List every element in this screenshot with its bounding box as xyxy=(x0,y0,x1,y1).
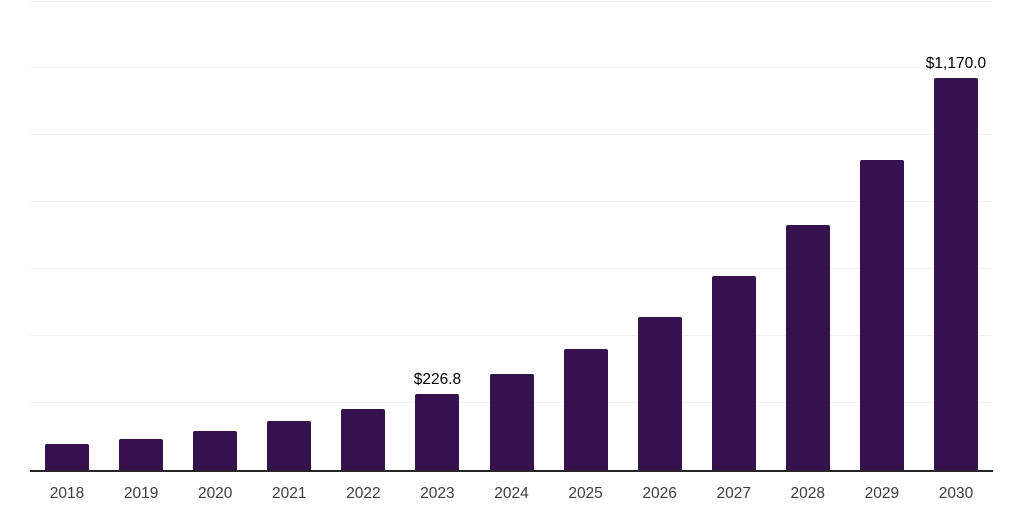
x-tick-2024: 2024 xyxy=(494,485,529,502)
x-tick-2019: 2019 xyxy=(123,485,159,502)
x-tick-2020: 2020 xyxy=(197,485,233,502)
bar-2025 xyxy=(563,348,608,470)
gridline-1200 xyxy=(30,67,993,68)
bar-2023 xyxy=(415,394,460,470)
x-tick-2026: 2026 xyxy=(642,485,677,502)
bar-2026 xyxy=(637,316,682,470)
plot-area: $226.8 $1,170.0 xyxy=(30,1,993,472)
data-label-2023: $226.8 xyxy=(413,371,462,389)
gridline-600 xyxy=(30,268,993,269)
x-tick-2018: 2018 xyxy=(49,485,85,502)
bar-2018 xyxy=(45,443,90,470)
x-tick-2027: 2027 xyxy=(716,485,751,502)
gridline-400 xyxy=(30,335,993,336)
x-tick-2029: 2029 xyxy=(864,485,900,502)
x-axis-labels: 2018 2019 2020 2021 2022 2023 2024 2025 2026 2027… xyxy=(30,484,993,506)
bar-2030 xyxy=(933,78,978,470)
data-label-2030: $1,170.0 xyxy=(925,55,987,73)
bar-2020 xyxy=(193,431,238,470)
bar-2027 xyxy=(711,276,756,470)
x-tick-2023: 2023 xyxy=(420,485,455,502)
bar-2028 xyxy=(785,224,830,470)
gridline-1400 xyxy=(30,1,993,2)
gridline-800 xyxy=(30,201,993,202)
x-tick-2022: 2022 xyxy=(346,485,381,502)
gridline-1000 xyxy=(30,134,993,135)
x-tick-2028: 2028 xyxy=(790,485,826,502)
x-tick-2021: 2021 xyxy=(272,485,307,502)
bar-2029 xyxy=(859,160,904,470)
bar-2021 xyxy=(267,421,312,470)
x-tick-2030: 2030 xyxy=(938,485,974,502)
bar-2024 xyxy=(489,374,534,470)
bar-2022 xyxy=(341,409,386,470)
bar-2019 xyxy=(119,439,164,470)
x-tick-2025: 2025 xyxy=(568,485,603,502)
